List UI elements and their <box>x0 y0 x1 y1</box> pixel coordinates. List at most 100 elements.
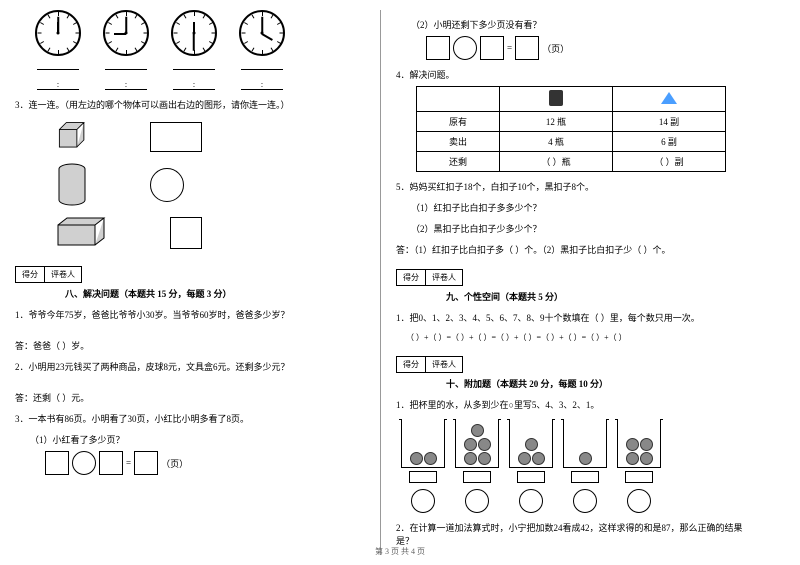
time-blank[interactable] <box>241 61 283 70</box>
triangle-icon <box>661 92 677 104</box>
q5: 5．妈妈买红扣子18个，白扣子10个，黑扣子8个。 <box>396 180 746 193</box>
ball-icon <box>424 452 437 465</box>
result-box[interactable] <box>134 451 158 475</box>
beaker-icon <box>455 419 499 468</box>
table-cell: 6 副 <box>612 132 725 152</box>
clock-item: : <box>239 10 285 90</box>
clock-row: :::: <box>35 10 365 90</box>
beaker-row <box>401 419 746 513</box>
score-label: 得分 <box>397 357 426 372</box>
time-blank[interactable] <box>173 61 215 70</box>
table-cell: 还剩 <box>417 152 500 172</box>
answer-circle[interactable] <box>519 489 543 513</box>
time-colon-blank[interactable]: : <box>241 80 283 90</box>
operator-circle[interactable] <box>453 36 477 60</box>
beaker-base <box>409 471 437 483</box>
clock-face <box>239 10 285 56</box>
table-cell <box>417 87 500 112</box>
ball-icon <box>640 452 653 465</box>
ball-icon <box>518 452 531 465</box>
ball-icon <box>532 452 545 465</box>
q9-1: 1．把0、1、2、3、4、5、6、7、8、9十个数填在（ ）里，每个数只用一次。 <box>396 311 746 324</box>
table-cell <box>499 87 612 112</box>
ball-icon <box>464 452 477 465</box>
table-cell: （ ）副 <box>612 152 725 172</box>
ball-icon <box>478 438 491 451</box>
q8-2-answer: 答：还剩（ ）元。 <box>15 391 365 404</box>
table-cell: 原有 <box>417 112 500 132</box>
beaker-base <box>625 471 653 483</box>
section-10-title: 十、附加题（本题共 20 分，每题 10 分） <box>446 377 746 390</box>
operand-box[interactable] <box>426 36 450 60</box>
q4: 4．解决问题。 <box>396 68 746 81</box>
table-cell: 12 瓶 <box>499 112 612 132</box>
beaker-item <box>563 419 607 513</box>
clock-face <box>171 10 217 56</box>
left-column: :::: 3．连一连。（用左边的哪个物体可以画出右边的图形，请你连一连。） 得分… <box>0 0 380 565</box>
equation-boxes-2: = （页） <box>426 36 746 60</box>
operand-box[interactable] <box>99 451 123 475</box>
score-label: 得分 <box>397 270 426 285</box>
operand-box[interactable] <box>480 36 504 60</box>
inventory-table: 原有12 瓶14 副卖出4 瓶6 副还剩（ ）瓶（ ）副 <box>416 86 726 172</box>
square-icon <box>170 217 202 249</box>
score-box: 得分 评卷人 <box>15 266 82 283</box>
grader-label: 评卷人 <box>45 267 81 282</box>
q8-1-answer: 答：爸爸（ ）岁。 <box>15 339 365 352</box>
table-row: 原有12 瓶14 副 <box>417 112 726 132</box>
time-blank[interactable] <box>105 61 147 70</box>
answer-circle[interactable] <box>627 489 651 513</box>
right-column: （2）小明还剩下多少页没有看？ = （页） 4．解决问题。 原有12 瓶14 副… <box>381 0 761 565</box>
ball-icon <box>626 438 639 451</box>
score-box: 得分 评卷人 <box>396 356 463 373</box>
table-row <box>417 87 726 112</box>
answer-circle[interactable] <box>573 489 597 513</box>
bottle-icon <box>549 90 563 106</box>
beaker-icon <box>617 419 661 468</box>
answer-circle[interactable] <box>465 489 489 513</box>
answer-circle[interactable] <box>411 489 435 513</box>
table-cell: 卖出 <box>417 132 500 152</box>
equation-boxes-1: = （页） <box>45 451 365 475</box>
beaker-base <box>463 471 491 483</box>
equals-sign: = <box>126 458 131 468</box>
table-cell <box>612 87 725 112</box>
equals-sign: = <box>507 43 512 53</box>
clock-item: : <box>35 10 81 90</box>
clock-item: : <box>171 10 217 90</box>
table-cell: 4 瓶 <box>499 132 612 152</box>
ball-icon <box>640 438 653 451</box>
ball-icon <box>471 424 484 437</box>
time-colon-blank[interactable]: : <box>37 80 79 90</box>
beaker-icon <box>401 419 445 468</box>
clock-face <box>103 10 149 56</box>
clock-item: : <box>103 10 149 90</box>
beaker-base <box>517 471 545 483</box>
result-box[interactable] <box>515 36 539 60</box>
cuboid-icon <box>55 215 110 250</box>
rectangle-icon <box>150 122 202 152</box>
beaker-base <box>571 471 599 483</box>
section-8-title: 八、解决问题（本题共 15 分，每题 3 分） <box>65 287 365 300</box>
beaker-item <box>455 419 499 513</box>
question-3: 3．连一连。（用左边的哪个物体可以画出右边的图形，请你连一连。） <box>15 98 365 111</box>
q5-2: （2）黑扣子比白扣子少多少个？ <box>411 222 746 235</box>
q10-1: 1．把杯里的水，从多到少在○里写5、4、3、2、1。 <box>396 398 746 411</box>
time-colon-blank[interactable]: : <box>105 80 147 90</box>
score-label: 得分 <box>16 267 45 282</box>
table-cell: 14 副 <box>612 112 725 132</box>
time-blank[interactable] <box>37 61 79 70</box>
ball-icon <box>525 438 538 451</box>
time-colon-blank[interactable]: : <box>173 80 215 90</box>
beaker-item <box>509 419 553 513</box>
section-9-title: 九、个性空间（本题共 5 分） <box>446 290 746 303</box>
score-box: 得分 评卷人 <box>396 269 463 286</box>
beaker-icon <box>563 419 607 468</box>
ball-icon <box>626 452 639 465</box>
q9-1-equation: （ ）+（ ）=（ ）+（ ）=（ ）+（ ）=（ ）+（ ）=（ ）+（ ） <box>406 332 746 343</box>
q8-2: 2．小明用23元钱买了两种商品，皮球8元，文具盒6元。还剩多少元？ <box>15 360 365 373</box>
operator-circle[interactable] <box>72 451 96 475</box>
ball-icon <box>410 452 423 465</box>
operand-box[interactable] <box>45 451 69 475</box>
beaker-item <box>401 419 445 513</box>
